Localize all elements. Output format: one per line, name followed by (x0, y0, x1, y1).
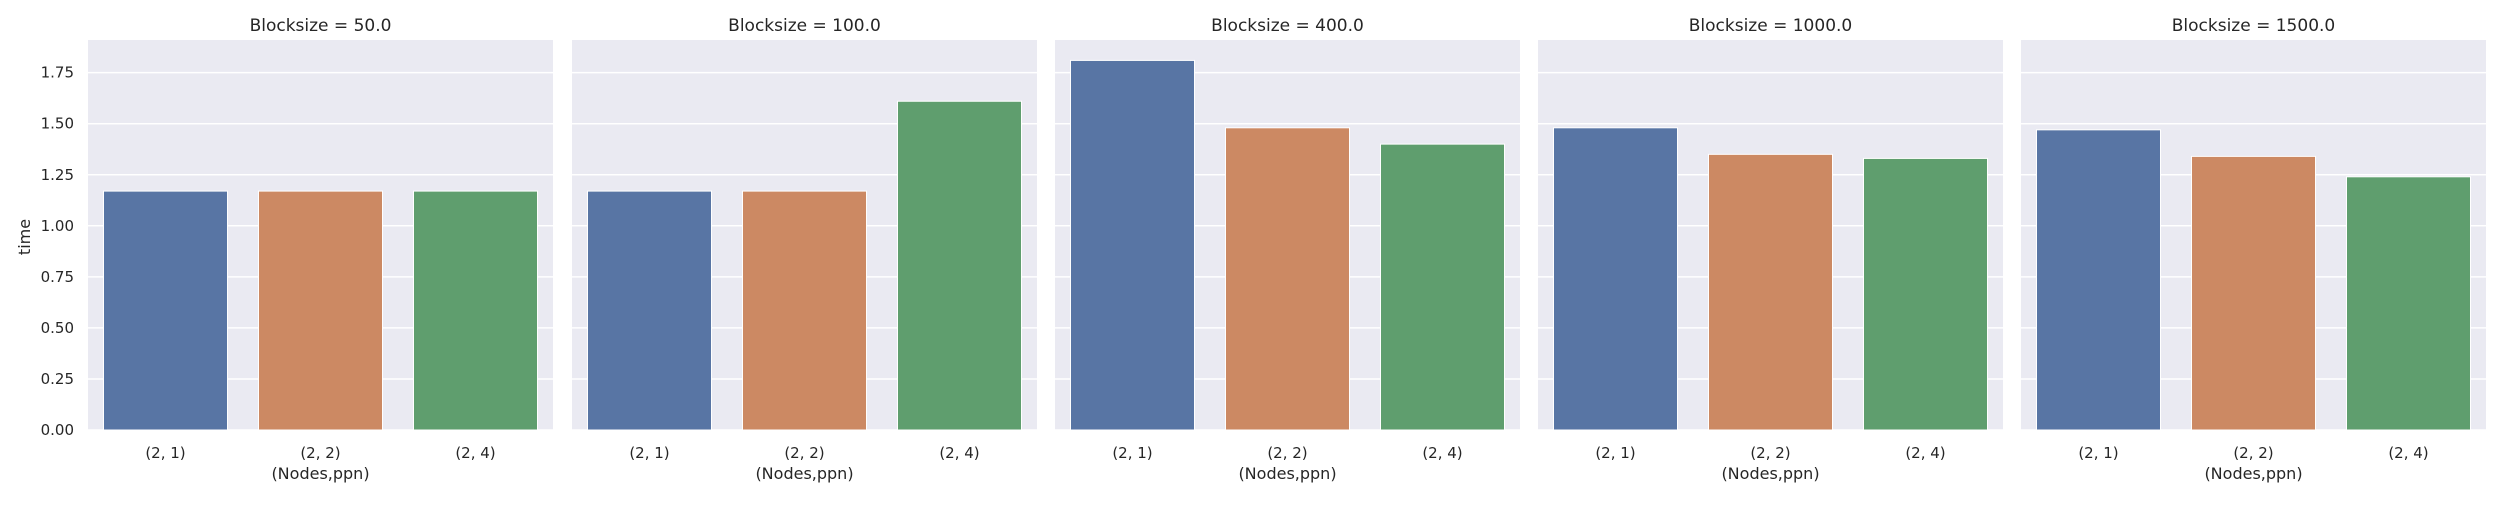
y-tick-label: 1.25 (41, 166, 74, 184)
bar (1553, 127, 1678, 431)
x-axis-label: (Nodes,ppn) (755, 464, 853, 483)
bar (2191, 155, 2316, 431)
bar (1863, 157, 1988, 431)
bar (587, 190, 712, 431)
bar (1708, 153, 1833, 431)
panel-title: Blocksize = 50.0 (250, 16, 392, 36)
x-tick-label: (2, 1) (629, 444, 669, 462)
bar (1225, 127, 1350, 431)
y-tick-label: 0.00 (41, 421, 74, 439)
bar (742, 190, 867, 431)
bar (897, 100, 1022, 431)
x-tick-label: (2, 1) (1112, 444, 1152, 462)
panel-title: Blocksize = 100.0 (728, 16, 881, 36)
bar (2346, 176, 2471, 431)
bar (258, 190, 383, 431)
x-tick-label: (2, 4) (1422, 444, 1462, 462)
y-tick-label: 0.25 (41, 370, 74, 388)
x-axis-label: (Nodes,ppn) (1238, 464, 1336, 483)
x-tick-label: (2, 4) (455, 444, 495, 462)
x-tick-label: (2, 4) (1905, 444, 1945, 462)
panel-title: Blocksize = 1000.0 (1689, 16, 1852, 36)
x-tick-label: (2, 4) (939, 444, 979, 462)
y-tick-label: 1.00 (41, 217, 74, 235)
y-tick-label: 0.50 (41, 319, 74, 337)
x-tick-label: (2, 2) (2233, 444, 2273, 462)
bar (103, 190, 228, 431)
x-tick-label: (2, 2) (784, 444, 824, 462)
y-axis-label: time (15, 219, 34, 255)
x-axis-label: (Nodes,ppn) (1721, 464, 1819, 483)
x-axis-label: (Nodes,ppn) (2204, 464, 2302, 483)
panel-title: Blocksize = 1500.0 (2172, 16, 2335, 36)
x-tick-label: (2, 1) (1595, 444, 1635, 462)
x-tick-label: (2, 1) (145, 444, 185, 462)
x-tick-label: (2, 2) (1750, 444, 1790, 462)
panel-title: Blocksize = 400.0 (1211, 16, 1364, 36)
bar (1380, 143, 1505, 431)
bar (2036, 129, 2161, 431)
x-axis-label: (Nodes,ppn) (271, 464, 369, 483)
y-tick-label: 0.75 (41, 268, 74, 286)
y-tick-label: 1.50 (41, 115, 74, 133)
bar (1070, 59, 1195, 431)
x-tick-label: (2, 4) (2388, 444, 2428, 462)
bar (413, 190, 538, 431)
y-tick-label: 1.75 (41, 64, 74, 82)
x-tick-label: (2, 2) (1267, 444, 1307, 462)
x-tick-label: (2, 1) (2078, 444, 2118, 462)
x-tick-label: (2, 2) (300, 444, 340, 462)
